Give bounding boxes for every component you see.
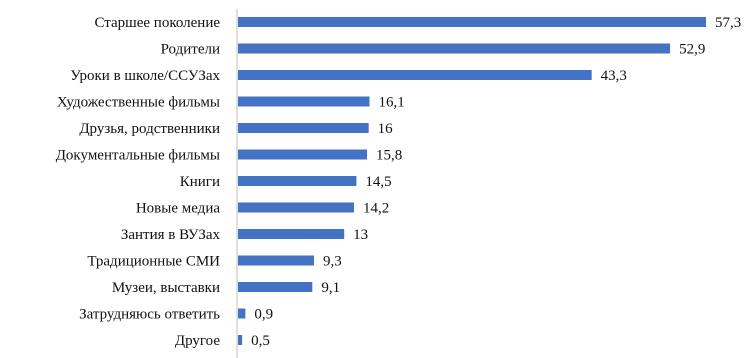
data-label: 43,3 <box>601 68 627 84</box>
bar <box>238 229 345 239</box>
data-label: 15,8 <box>376 148 402 164</box>
bar <box>238 149 368 160</box>
data-label: 16,1 <box>378 95 404 111</box>
category-label: Уроки в школе/ССУЗах <box>70 68 220 84</box>
category-label: Книги <box>180 174 220 190</box>
category-label: Зантия в ВУЗах <box>121 227 221 243</box>
category-label: Затрудняюсь ответить <box>79 307 220 323</box>
category-label: Другое <box>175 333 220 349</box>
data-label: 0,5 <box>251 333 270 349</box>
data-label: 9,1 <box>321 280 340 296</box>
data-label: 14,2 <box>363 201 389 217</box>
bar <box>238 202 354 213</box>
data-label: 13 <box>353 227 368 243</box>
data-label: 57,3 <box>715 15 741 31</box>
data-label: 16 <box>378 121 394 137</box>
category-label: Друзья, родственники <box>79 121 220 137</box>
category-label: Документальные фильмы <box>56 148 220 164</box>
category-label: Художественные фильмы <box>57 95 220 111</box>
category-label: Традиционные СМИ <box>87 254 220 270</box>
bar <box>238 43 671 54</box>
bar <box>238 308 246 319</box>
bar <box>238 96 370 107</box>
category-label: Новые медиа <box>136 201 221 217</box>
category-label: Родители <box>161 42 220 58</box>
bars-group: Старшее поколение 57,3 Родители 52,9 Уроки в… <box>56 15 742 349</box>
bar <box>238 282 313 292</box>
data-label: 0,9 <box>254 307 273 323</box>
category-label: Музеи, выставки <box>112 280 220 296</box>
category-label: Старшее поколение <box>94 15 220 31</box>
bar <box>238 255 314 266</box>
data-label: 14,5 <box>365 174 391 190</box>
data-label: 52,9 <box>679 42 705 58</box>
bar <box>238 17 706 27</box>
bar <box>238 335 243 345</box>
bar <box>238 70 592 80</box>
bar <box>238 123 369 133</box>
bar <box>238 176 357 186</box>
data-label: 9,3 <box>323 254 342 270</box>
